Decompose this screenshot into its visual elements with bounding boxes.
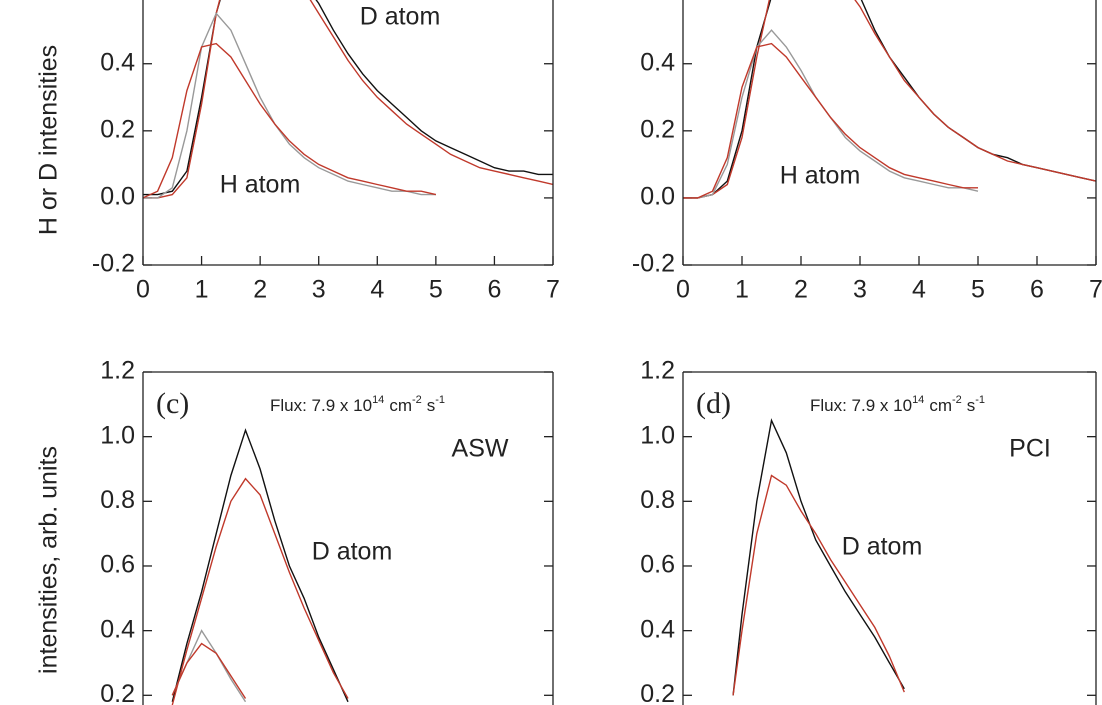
data-line <box>143 42 437 199</box>
annotation: D atom <box>312 538 393 566</box>
x-tick-label: 6 <box>487 276 501 304</box>
y-tick-label: 0.2 <box>100 115 135 143</box>
x-tick-label: 4 <box>912 276 926 304</box>
y-tick-label: -0.2 <box>92 250 135 278</box>
x-tick-label: 2 <box>794 276 808 304</box>
y-tick-label: 1.2 <box>100 357 135 385</box>
panel-label: (c) <box>156 387 189 420</box>
x-tick-label: 7 <box>546 276 560 304</box>
x-tick-label: 1 <box>195 276 209 304</box>
flux-label: Flux: 7.9 x 1014 cm-2 s-1 <box>810 394 985 416</box>
flux-label: Flux: 7.9 x 1014 cm-2 s-1 <box>270 394 445 416</box>
annotation: PCI <box>1009 435 1051 463</box>
y-tick-label: 0.6 <box>100 551 135 579</box>
data-line <box>171 477 349 705</box>
panel-label: (d) <box>696 387 731 420</box>
x-tick-label: 4 <box>370 276 384 304</box>
x-tick-label: 5 <box>429 276 443 304</box>
y-tick-label: 0.8 <box>100 486 135 514</box>
x-tick-label: 6 <box>1030 276 1044 304</box>
data-line <box>171 428 349 703</box>
annotation: D atom <box>842 533 923 561</box>
data-line <box>732 474 905 696</box>
y-tick-label: 0.0 <box>100 183 135 211</box>
x-tick-label: 2 <box>253 276 267 304</box>
superscript: -2 <box>412 394 422 406</box>
y-tick-label: 1.2 <box>640 357 675 385</box>
data-line <box>143 12 436 199</box>
y-tick-label: 0.0 <box>640 183 675 211</box>
y-tick-label: 0.2 <box>100 680 135 705</box>
annotation: ASW <box>452 435 509 463</box>
y-tick-label: 0.6 <box>640 551 675 579</box>
superscript: 14 <box>912 394 924 406</box>
y-tick-label: 0.4 <box>640 48 675 76</box>
annotation: H atom <box>780 162 861 190</box>
superscript: -1 <box>975 394 985 406</box>
data-line <box>143 0 553 199</box>
y-tick-label: 1.0 <box>100 421 135 449</box>
x-tick-label: 1 <box>735 276 749 304</box>
y-axis-label: H or D intensities <box>35 45 63 235</box>
y-tick-label: 0.2 <box>640 115 675 143</box>
flux-part: cm <box>929 396 952 415</box>
annotation: H atom <box>220 171 301 199</box>
data-line <box>683 42 978 199</box>
x-tick-label: 0 <box>136 276 150 304</box>
annotation: D atom <box>360 3 441 31</box>
flux-part: cm <box>389 396 412 415</box>
flux-part: Flux: 7.9 x 10 <box>810 396 912 415</box>
x-tick-label: 3 <box>853 276 867 304</box>
data-line <box>683 0 1096 199</box>
superscript: -1 <box>435 394 445 406</box>
y-tick-label: 0.4 <box>100 615 135 643</box>
data-line <box>171 642 247 699</box>
y-tick-label: -0.2 <box>632 250 675 278</box>
x-tick-label: 7 <box>1089 276 1102 304</box>
x-tick-label: 5 <box>971 276 985 304</box>
y-tick-label: 0.4 <box>100 48 135 76</box>
y-tick-label: 0.8 <box>640 486 675 514</box>
x-tick-label: 3 <box>312 276 326 304</box>
flux-part: s <box>427 396 436 415</box>
y-axis-label: intensities, arb. units <box>35 446 63 674</box>
y-tick-label: 0.2 <box>640 680 675 705</box>
data-line <box>732 418 905 696</box>
data-line <box>143 0 553 196</box>
flux-part: Flux: 7.9 x 10 <box>270 396 372 415</box>
y-tick-label: 0.4 <box>640 615 675 643</box>
x-tick-label: 0 <box>676 276 690 304</box>
flux-part: s <box>967 396 976 415</box>
superscript: 14 <box>372 394 384 406</box>
y-tick-label: 1.0 <box>640 421 675 449</box>
superscript: -2 <box>952 394 962 406</box>
